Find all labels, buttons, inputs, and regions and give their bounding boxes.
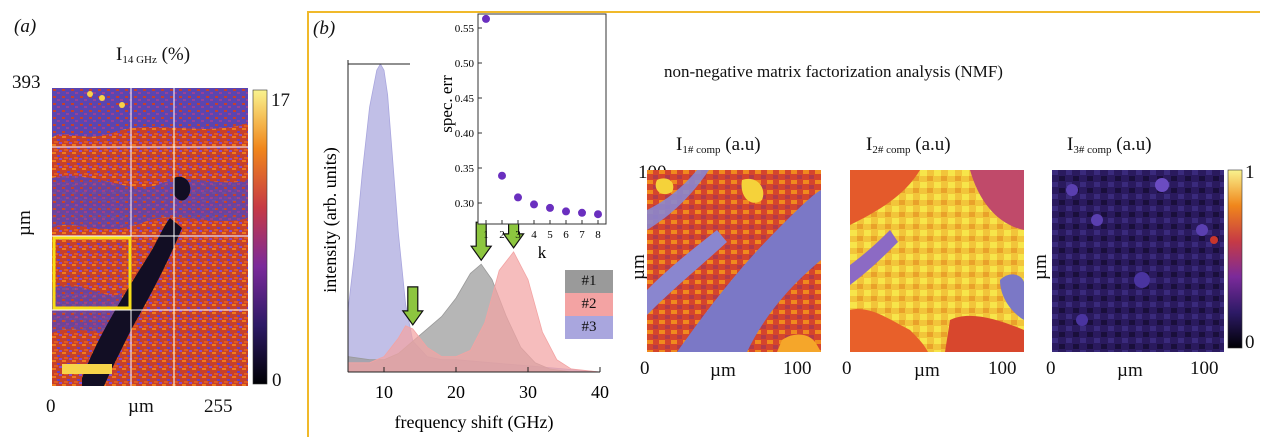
panel-a-y-top-tick: 393: [12, 72, 41, 93]
map3-x-tick-mid: µm: [1117, 360, 1143, 381]
map3-y-label: µm: [1030, 254, 1051, 280]
spectra-chart: 10 20 30 40 frequency shift (GHz) intensity (…: [320, 60, 609, 433]
spectra-x-tick-label: 20: [447, 382, 465, 402]
panel-b-label: (b): [313, 18, 336, 39]
panel-a-colorbar: [252, 89, 268, 385]
map1-title-unit: (a.u): [725, 134, 761, 155]
inset-x-tick-label: 4: [531, 229, 537, 241]
panel-a-x-tick-0: 0: [46, 396, 56, 417]
inset-y-axis-label: spec. err: [437, 75, 456, 133]
inset-y-tick-label: 0.55: [455, 23, 475, 35]
inset-x-tick-label: 5: [547, 229, 553, 241]
map3-x-tick-max: 100: [1190, 358, 1219, 379]
panel-a-title-unit: (%): [161, 44, 191, 65]
spec-err-inset-chart: 0.30 0.35 0.40 0.45 0.50 0.55 1 2 3 4 5 6 7 8 k spec. e…: [437, 13, 607, 262]
map3-x-tick-0: 0: [1046, 358, 1056, 379]
map2-title-unit: (a.u): [915, 134, 951, 155]
peak-arrow: [470, 221, 493, 262]
panel-a-x-tick-max: 255: [204, 396, 233, 417]
peak-arrow: [401, 286, 424, 326]
inset-y-tick-label: 0.35: [455, 163, 475, 175]
spectra-x-tick-label: 40: [591, 382, 609, 402]
inset-point: [546, 203, 554, 212]
map3-title: I3# comp (a.u): [1067, 134, 1152, 156]
map3-title-sub: 3# comp: [1073, 144, 1112, 156]
inset-x-tick-label: 3: [515, 229, 521, 241]
inset-point: [482, 14, 490, 23]
panel-a-title-main: I: [116, 44, 123, 65]
inset-y-tick-label: 0.50: [455, 58, 475, 70]
inset-point: [530, 200, 538, 209]
map3-colorbar-max: 1: [1245, 162, 1255, 183]
panel-a-title-sub: 14 GHz: [122, 54, 157, 66]
inset-y-tick-label: 0.45: [455, 93, 475, 105]
panel-a-heatmap: [52, 88, 248, 386]
panel-a-highlight-box: [52, 236, 132, 310]
legend-item-1: #1: [565, 270, 613, 293]
inset-point: [578, 208, 586, 217]
panel-a-label: (a): [14, 16, 37, 37]
inset-x-axis-label: k: [538, 243, 547, 262]
inset-x-tick-label: 6: [563, 229, 569, 241]
map1-heatmap: [647, 170, 821, 352]
panel-a-colorbar-min: 0: [272, 370, 282, 391]
inset-x-tick-label: 8: [595, 229, 601, 241]
map1-x-tick-mid: µm: [710, 360, 736, 381]
map2-x-tick-max: 100: [988, 358, 1017, 379]
map1-x-tick-0: 0: [640, 358, 650, 379]
inset-point: [594, 210, 602, 219]
inset-point: [514, 193, 522, 202]
map2-x-tick-mid: µm: [914, 360, 940, 381]
spectra-x-tick-label: 30: [519, 382, 537, 402]
spectra-x-axis-label: frequency shift (GHz): [395, 412, 554, 433]
panel-a-x-tick-mid: µm: [128, 396, 154, 417]
spectra-legend: #1 #2 #3: [565, 270, 613, 339]
map1-title-main: I: [676, 134, 683, 155]
map3-colorbar-min: 0: [1245, 332, 1255, 353]
map2-title: I2# comp (a.u): [866, 134, 951, 156]
inset-x-tick-label: 2: [499, 229, 505, 241]
spectra-x-tick-label: 10: [375, 382, 393, 402]
inset-y-tick-label: 0.40: [455, 128, 475, 140]
map3-heatmap: [1052, 170, 1224, 352]
panel-a-colorbar-max: 17: [271, 90, 290, 111]
inset-y-tick-label: 0.30: [455, 198, 475, 210]
inset-point: [498, 171, 506, 180]
map3-colorbar: [1227, 169, 1243, 349]
inset-x-tick-label: 1: [483, 229, 489, 241]
inset-frame: [477, 13, 607, 225]
legend-item-2: #2: [565, 293, 613, 316]
map3-title-unit: (a.u): [1116, 134, 1152, 155]
series-area-2: [347, 251, 601, 373]
map1-title: I1# comp (a.u): [676, 134, 761, 156]
inset-x-tick-label: 7: [579, 229, 585, 241]
inset-point: [562, 207, 570, 216]
panel-b-border: [307, 11, 1260, 437]
map2-title-sub: 2# comp: [872, 144, 911, 156]
map1-x-tick-max: 100: [783, 358, 812, 379]
panel-a-title: I14 GHz (%): [116, 44, 190, 66]
map2-title-main: I: [866, 134, 873, 155]
map2-x-tick-0: 0: [842, 358, 852, 379]
nmf-title: non-negative matrix factorization analys…: [664, 62, 1003, 81]
spectra-y-axis-label: intensity (arb. units): [320, 147, 341, 292]
legend-item-3: #3: [565, 316, 613, 339]
panel-a-y-axis-label: µm: [14, 210, 35, 236]
map1-title-sub: 1# comp: [682, 144, 721, 156]
map2-heatmap: [850, 170, 1024, 352]
map3-title-main: I: [1067, 134, 1074, 155]
